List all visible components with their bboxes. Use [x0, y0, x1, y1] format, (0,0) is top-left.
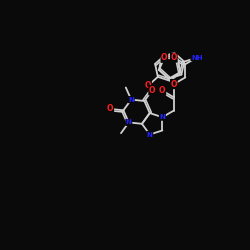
Text: O: O	[161, 53, 168, 62]
Text: N: N	[147, 132, 153, 138]
Text: O: O	[170, 53, 177, 62]
Text: O: O	[145, 81, 151, 90]
Text: N: N	[160, 114, 165, 120]
Text: O: O	[159, 86, 166, 95]
Text: O: O	[170, 80, 177, 88]
Text: O: O	[149, 86, 156, 95]
Text: NH: NH	[191, 54, 202, 60]
Text: N: N	[126, 120, 132, 126]
Text: N: N	[128, 96, 134, 102]
Text: O: O	[107, 104, 114, 114]
